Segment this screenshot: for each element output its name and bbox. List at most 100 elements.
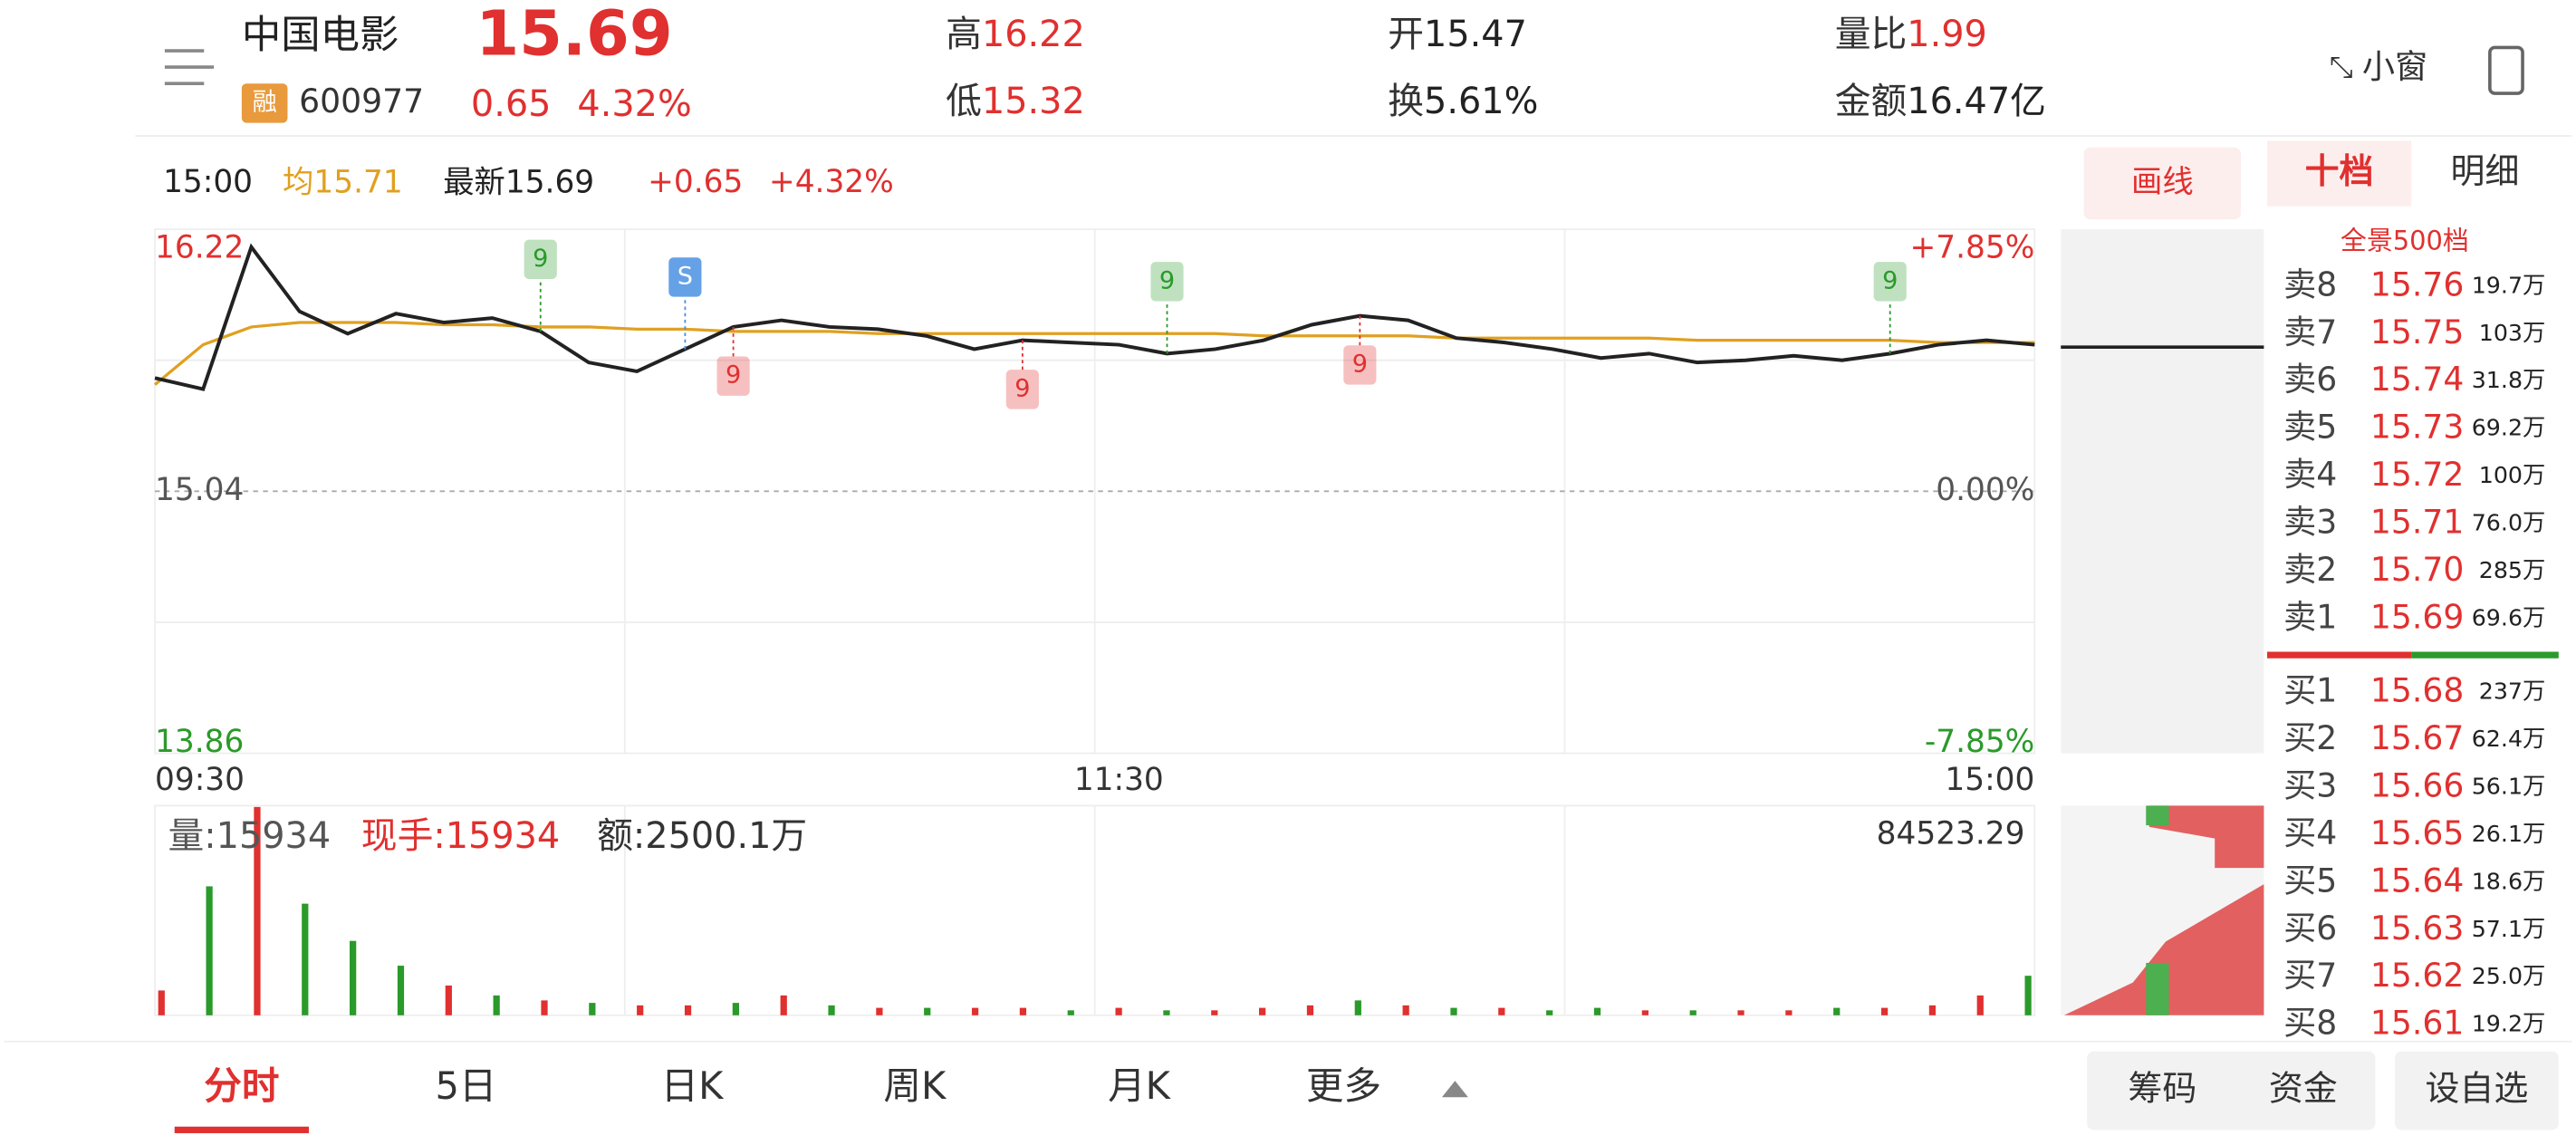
stat-label: 高 bbox=[946, 13, 982, 54]
price: 15.69 bbox=[476, 0, 672, 71]
volume-bar bbox=[350, 940, 357, 1015]
y-tick-label: 16.22 bbox=[155, 229, 244, 265]
stat: 金额16.47亿 bbox=[1835, 80, 2046, 121]
stat-label: 金额 bbox=[1835, 80, 1908, 121]
volume-max: 84523.29 bbox=[1877, 815, 2025, 852]
latest-label: 最新 bbox=[443, 164, 505, 200]
latest: 最新15.69 bbox=[443, 164, 594, 200]
book-label: 卖6 bbox=[2283, 360, 2337, 399]
volume-bar bbox=[397, 966, 405, 1015]
phone-icon[interactable] bbox=[2488, 45, 2524, 95]
volume-bar bbox=[684, 1005, 692, 1015]
annotation-box bbox=[1150, 262, 1184, 302]
stat-value: 5.61% bbox=[1424, 80, 1538, 121]
bottom-button[interactable]: 资金 bbox=[2269, 1068, 2338, 1108]
more-arrow[interactable] bbox=[1441, 1081, 1468, 1098]
y2-tick-label: -7.85% bbox=[1925, 724, 2034, 760]
info-change: +0.65 bbox=[648, 164, 743, 200]
small-window: 小窗 bbox=[2362, 47, 2427, 86]
x-tick-label: 11:30 bbox=[1074, 762, 1164, 798]
bottom-button[interactable]: 筹码 bbox=[2128, 1068, 2196, 1108]
book-label: 买6 bbox=[2283, 909, 2337, 948]
book-volume: 103万 bbox=[2479, 320, 2546, 346]
book-price: 15.62 bbox=[2370, 956, 2464, 995]
volume-bar bbox=[732, 1003, 739, 1015]
stat: 开15.47 bbox=[1388, 13, 1527, 54]
volume-bar bbox=[828, 1005, 835, 1015]
annotation: S bbox=[678, 262, 693, 290]
change-pct: 4.32% bbox=[577, 83, 691, 125]
tab-bg[interactable] bbox=[2267, 140, 2412, 207]
line-1 bbox=[154, 321, 2035, 386]
hand-label: 现手:15934 bbox=[361, 815, 560, 857]
volume-bar bbox=[1833, 1007, 1841, 1015]
book-price: 15.64 bbox=[2370, 861, 2464, 900]
annotation: 9 bbox=[1159, 266, 1175, 294]
volume-bar bbox=[637, 1005, 644, 1015]
annotation: 9 bbox=[726, 361, 741, 390]
bottom-tab[interactable]: 更多 bbox=[1306, 1063, 1381, 1108]
bottom-tab[interactable]: 月K bbox=[1108, 1063, 1172, 1108]
book-price: 15.71 bbox=[2370, 502, 2464, 541]
stat: 换5.61% bbox=[1388, 80, 1538, 121]
bottom-tab[interactable]: 日K bbox=[661, 1063, 726, 1108]
book-label: 买4 bbox=[2283, 813, 2337, 852]
draw-button: 画线 bbox=[2131, 164, 2194, 200]
info-change-pct: +4.32% bbox=[769, 164, 894, 200]
volume-bar bbox=[302, 903, 309, 1015]
x-tick-label: 09:30 bbox=[155, 762, 245, 798]
stat-value: 16.47亿 bbox=[1907, 80, 2046, 121]
volume-bar bbox=[1880, 1007, 1889, 1015]
book-label: 买7 bbox=[2283, 956, 2337, 995]
book-split bbox=[2411, 651, 2559, 659]
stat-label: 换 bbox=[1388, 80, 1424, 121]
book-price: 15.74 bbox=[2370, 360, 2464, 399]
volume-bar bbox=[1163, 1010, 1170, 1015]
y-tick-label: 13.86 bbox=[155, 724, 244, 760]
volume-label: 量:15934 bbox=[168, 815, 332, 857]
volume-bar bbox=[780, 995, 787, 1015]
menu-icon[interactable] bbox=[164, 49, 215, 86]
tab-underline bbox=[174, 1126, 309, 1133]
book-label: 买3 bbox=[2283, 766, 2337, 805]
volume-bar bbox=[1354, 1000, 1361, 1015]
volume-bar bbox=[1785, 1010, 1793, 1015]
book-price: 15.73 bbox=[2370, 408, 2464, 447]
market-tag: 融 bbox=[253, 88, 277, 116]
book-label: 卖2 bbox=[2283, 550, 2337, 589]
book-tab: 十档 bbox=[2305, 151, 2374, 191]
y2-tick-label: +7.85% bbox=[1910, 229, 2035, 265]
book-volume: 56.1万 bbox=[2472, 774, 2546, 800]
button-bg[interactable] bbox=[2087, 1051, 2376, 1131]
avg-value: 15.71 bbox=[313, 164, 402, 200]
book-label: 卖3 bbox=[2283, 502, 2337, 541]
book-price: 15.68 bbox=[2370, 671, 2464, 710]
annotation: 9 bbox=[1014, 374, 1030, 402]
latest-value: 15.69 bbox=[505, 164, 594, 200]
x-tick-label: 15:00 bbox=[1945, 762, 2034, 798]
stock-code: 600977 bbox=[299, 82, 424, 120]
annotation: 9 bbox=[1352, 350, 1368, 378]
bottom-button[interactable]: 设自选 bbox=[2425, 1068, 2528, 1108]
bottom-tab[interactable]: 5日 bbox=[436, 1063, 497, 1108]
stat-label: 开 bbox=[1388, 13, 1424, 54]
book-volume: 100万 bbox=[2479, 462, 2546, 488]
book-price: 15.70 bbox=[2370, 550, 2464, 589]
draw-button-bg[interactable] bbox=[2083, 147, 2242, 220]
depth-shape bbox=[2063, 884, 2264, 1015]
stat: 高16.22 bbox=[946, 13, 1085, 54]
change: 0.65 bbox=[471, 83, 552, 125]
volume-bar bbox=[1737, 1010, 1745, 1015]
book-volume: 19.7万 bbox=[2472, 272, 2546, 298]
bottom-tab[interactable]: 周K bbox=[883, 1063, 947, 1108]
mini-panel bbox=[2061, 229, 2264, 754]
bottom-tab[interactable]: 分时 bbox=[204, 1063, 279, 1108]
book-volume: 69.6万 bbox=[2472, 604, 2546, 630]
book-volume: 69.2万 bbox=[2472, 415, 2546, 441]
button-bg[interactable] bbox=[2395, 1051, 2559, 1131]
book-volume: 31.8万 bbox=[2472, 367, 2546, 393]
line-0 bbox=[154, 243, 2035, 391]
volume-bar bbox=[971, 1007, 979, 1015]
book-price: 15.75 bbox=[2370, 313, 2464, 351]
